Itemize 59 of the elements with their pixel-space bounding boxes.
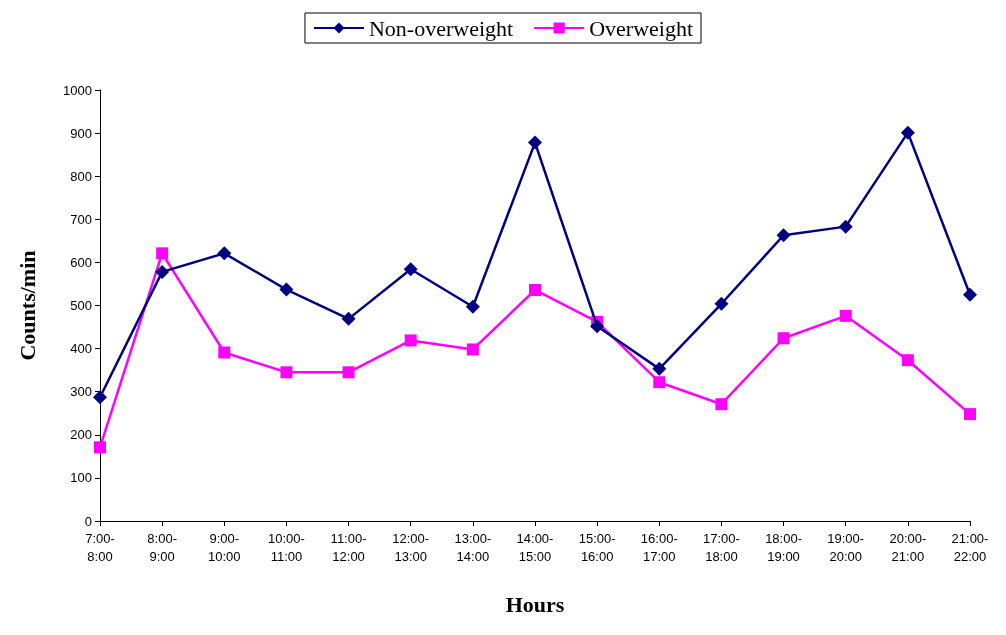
point bbox=[155, 264, 170, 279]
x-tick-label: 21:00-22:00 bbox=[951, 530, 989, 564]
x-tick-label: 18:00-19:00 bbox=[765, 530, 803, 564]
point bbox=[652, 361, 667, 376]
point bbox=[653, 376, 666, 389]
y-tick-label: 500 bbox=[70, 298, 92, 313]
y-tick-label: 100 bbox=[70, 470, 92, 486]
x-tick-label: 11:00-12:00 bbox=[330, 530, 367, 564]
point bbox=[217, 246, 232, 261]
x-tick-label: 20:00-21:00 bbox=[889, 530, 927, 564]
point bbox=[466, 343, 479, 356]
x-tick-label: 8:00-9:00 bbox=[147, 530, 177, 564]
point bbox=[776, 228, 791, 243]
y-tick-label: 0 bbox=[84, 513, 92, 529]
point bbox=[590, 319, 605, 334]
x-tick-label: 17:00-18:00 bbox=[702, 530, 740, 564]
y-tick-label: 400 bbox=[70, 341, 92, 357]
point bbox=[404, 334, 417, 347]
point bbox=[342, 366, 355, 379]
point bbox=[777, 332, 790, 345]
point bbox=[156, 247, 169, 260]
point bbox=[901, 354, 914, 367]
legend-label: Non-overweight bbox=[368, 15, 514, 41]
x-tick-label: 12:00-13:00 bbox=[392, 530, 430, 564]
x-tick-label: 13:00-14:00 bbox=[454, 530, 492, 564]
point bbox=[900, 125, 915, 140]
point bbox=[279, 282, 294, 297]
point bbox=[341, 311, 356, 326]
y-axis-title: Counts/min bbox=[14, 250, 40, 361]
y-tick-label: 1000 bbox=[63, 82, 92, 98]
x-tick-label: 16:00-17:00 bbox=[640, 530, 678, 564]
point bbox=[403, 262, 418, 277]
point bbox=[280, 366, 293, 379]
point bbox=[839, 309, 852, 322]
x-tick-label: 19:00-20:00 bbox=[827, 530, 865, 564]
x-tick-label: 14:00-15:00 bbox=[516, 530, 554, 564]
point bbox=[714, 296, 729, 311]
point bbox=[529, 283, 541, 296]
y-tick-label: 300 bbox=[70, 384, 92, 400]
x-tick-label: 9:00-10:00 bbox=[208, 530, 241, 564]
legend-label: Overweight bbox=[589, 15, 694, 41]
x-tick-label: 7:00-8:00 bbox=[85, 530, 115, 564]
point bbox=[218, 346, 231, 359]
point bbox=[465, 299, 480, 314]
point bbox=[838, 219, 853, 234]
point bbox=[964, 408, 976, 421]
y-tick-label: 800 bbox=[70, 168, 92, 184]
x-tick-label: 15:00-16:00 bbox=[578, 530, 616, 564]
point bbox=[93, 390, 107, 405]
point bbox=[715, 398, 728, 411]
x-tick-label: 10:00-11:00 bbox=[267, 530, 305, 564]
x-axis-title: Hours bbox=[505, 591, 565, 617]
y-tick-label: 200 bbox=[70, 427, 92, 443]
y-tick-label: 700 bbox=[70, 211, 92, 227]
point bbox=[963, 287, 977, 302]
point bbox=[94, 441, 106, 454]
y-tick-label: 600 bbox=[70, 254, 92, 270]
y-tick-label: 900 bbox=[70, 125, 92, 141]
point bbox=[528, 135, 542, 150]
